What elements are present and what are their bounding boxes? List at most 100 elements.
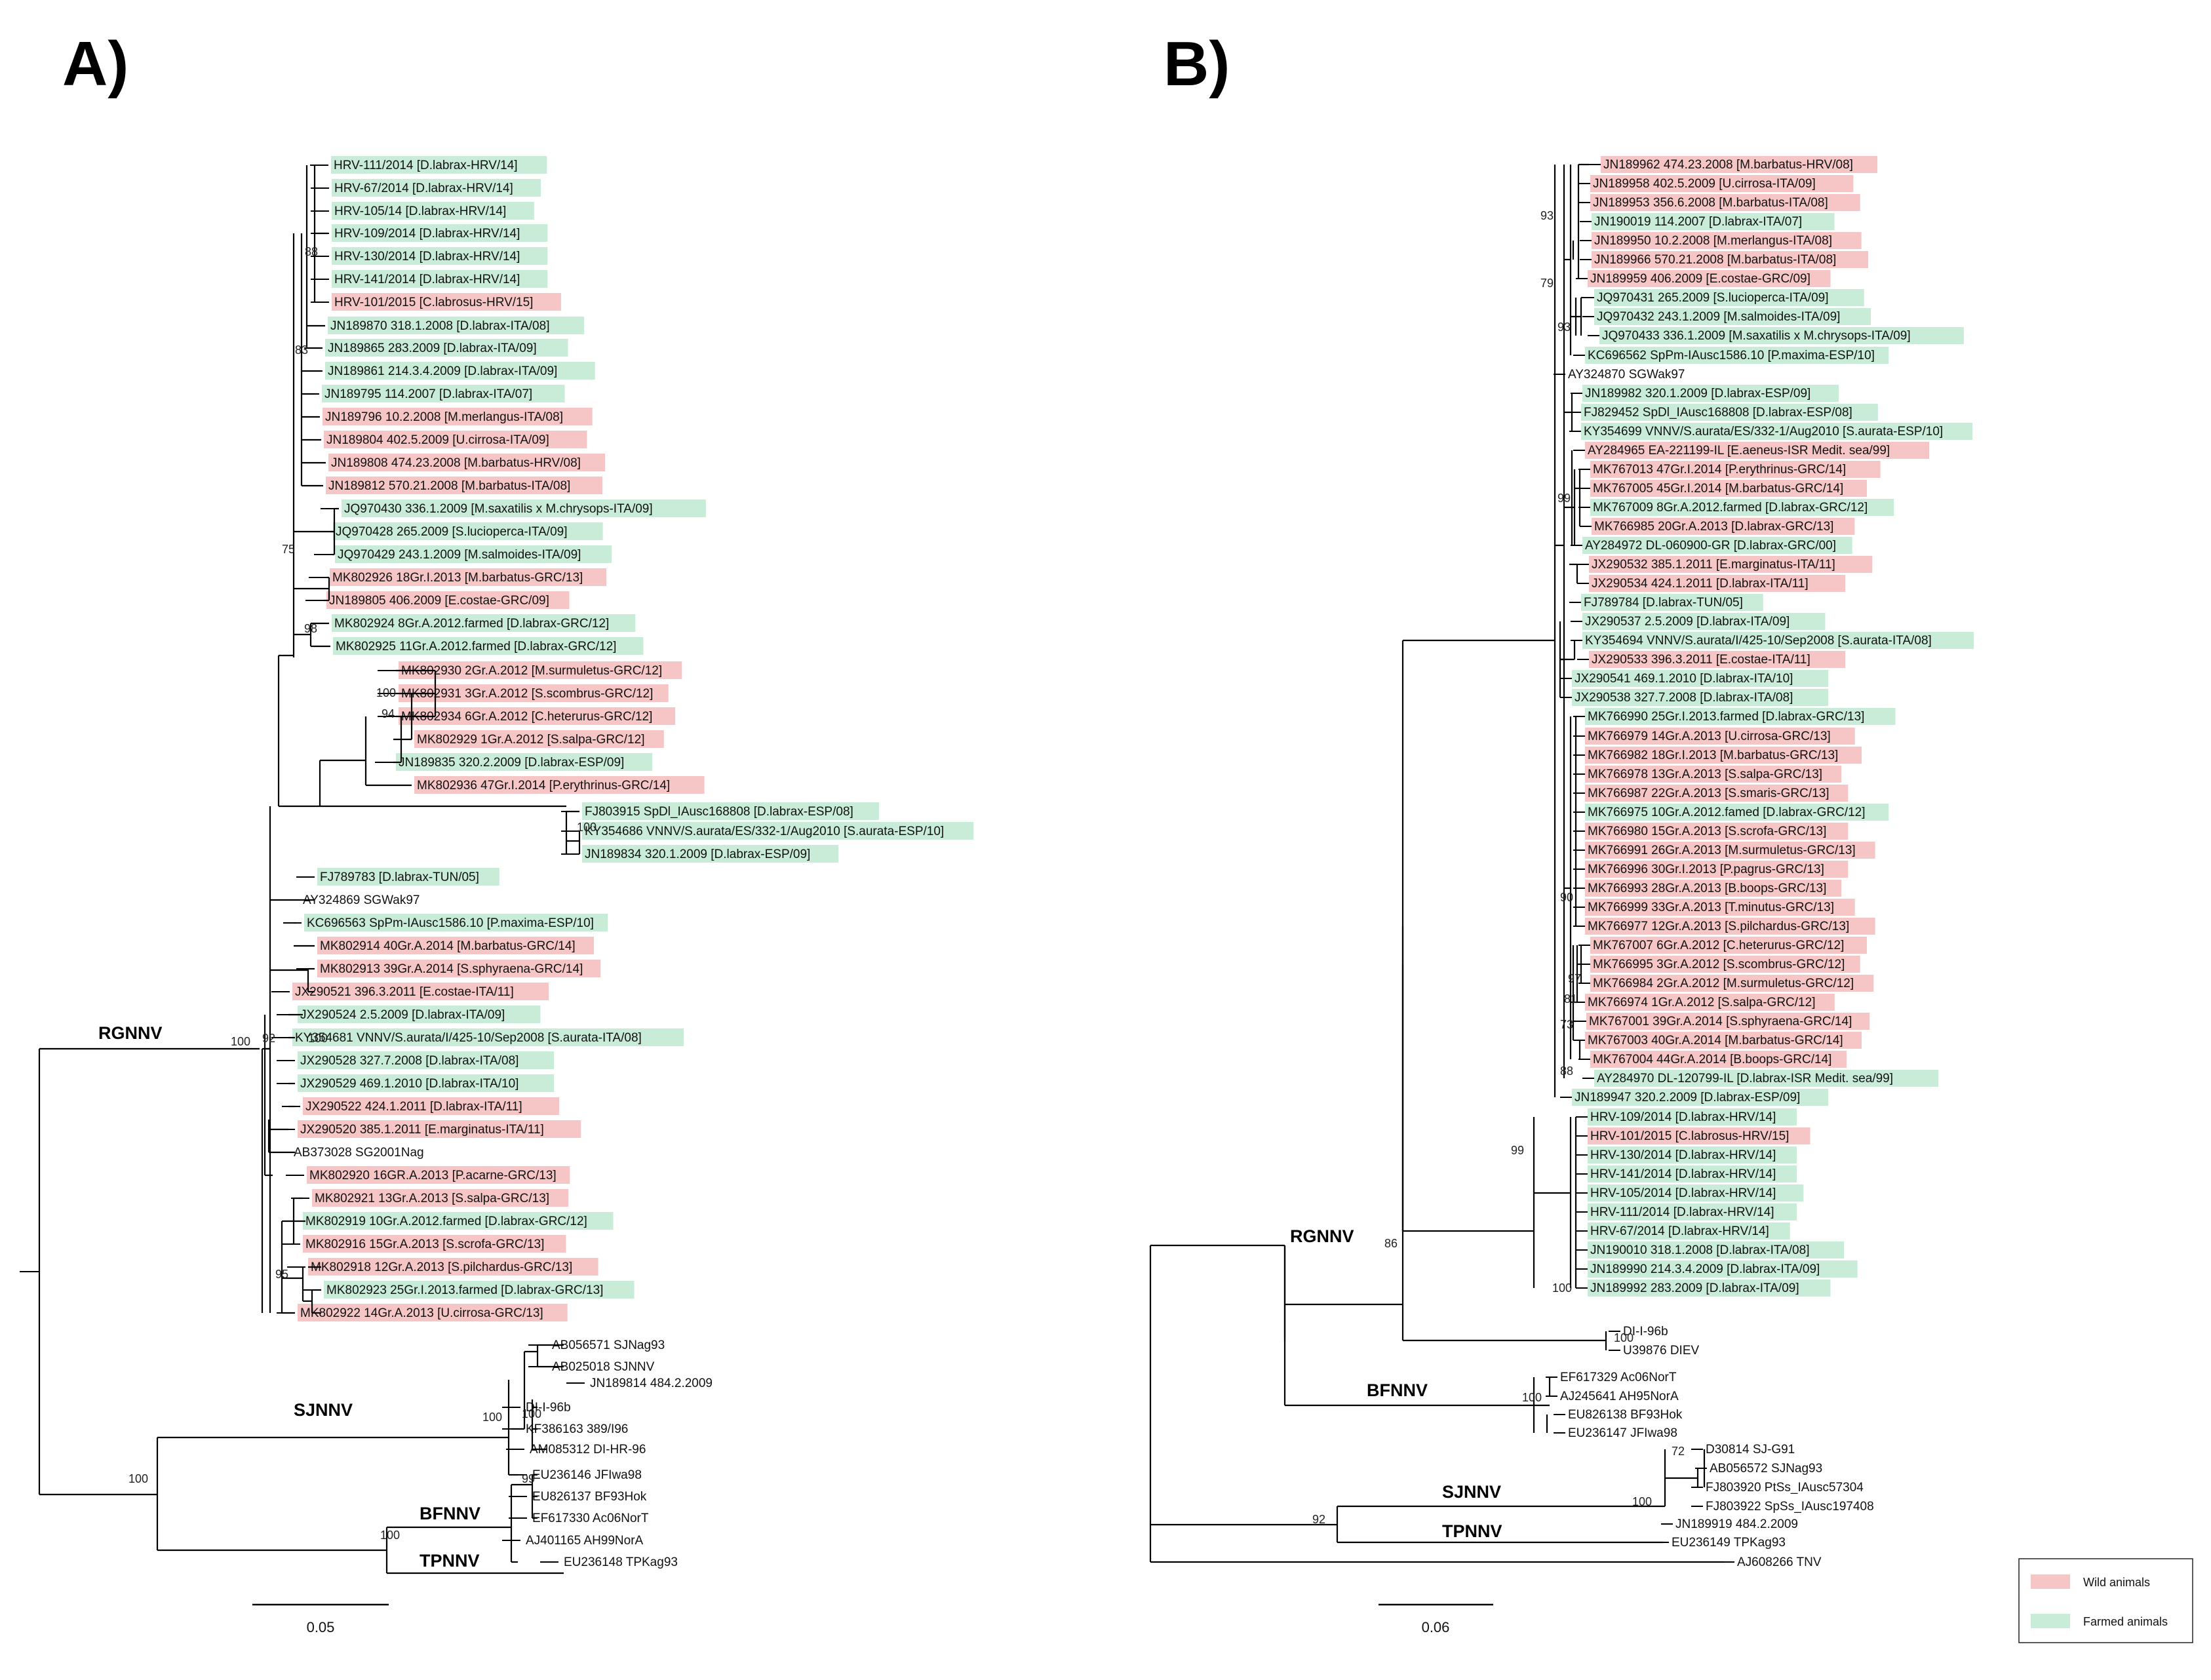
- leaf-label: JX290532 385.1.2011 [E.marginatus-ITA/11…: [1592, 558, 1835, 572]
- leaf-b: JX290538 327.7.2008 [D.labrax-ITA/08]: [1572, 689, 1829, 706]
- leaf-b: AY284970 DL-120799-IL [D.labrax-ISR Medi…: [1594, 1070, 1938, 1087]
- clade-label-b: RGNNV: [1290, 1226, 1354, 1246]
- leaf-highlight: [396, 753, 653, 771]
- clade-label-b: TPNNV: [1442, 1521, 1502, 1541]
- leaf-b: MK767003 40Gr.A.2014 [M.barbatus-GRC/14]: [1585, 1032, 1862, 1049]
- leaf-label: AB373028 SG2001Nag: [294, 1146, 424, 1160]
- leaf-highlight: [298, 1074, 555, 1092]
- leaf-b: JN189950 10.2.2008 [M.merlangus-ITA/08]: [1592, 232, 1862, 249]
- leaf-b: MK766979 14Gr.A.2013 [U.cirrosa-GRC/13]: [1585, 728, 1855, 745]
- leaf-highlight: [325, 362, 595, 380]
- leaf-a: KY354686 VNNV/S.aurata/ES/332-1/Aug2010 …: [561, 822, 974, 840]
- leaf-highlight: [1581, 594, 1763, 611]
- leaf-highlight: [324, 431, 587, 448]
- legend-farmed-swatch: [2031, 1614, 2070, 1628]
- leaf-b: JN190019 114.2007 [D.labrax-ITA/07]: [1592, 213, 1835, 230]
- leaf-label: MK766977 12Gr.A.2013 [S.pilchardus-GRC/1…: [1588, 920, 1849, 933]
- leaf-highlight: [1585, 785, 1849, 802]
- leaf-label: JN189835 320.2.2009 [D.labrax-ESP/09]: [399, 756, 624, 770]
- leaf-label: AJ608266 TNV: [1737, 1555, 1822, 1569]
- leaf-highlight: [325, 339, 568, 357]
- support-value-a: 100: [128, 1472, 148, 1485]
- leaf-label: JN189966 570.21.2008 [M.barbatus-ITA/08]: [1594, 253, 1836, 267]
- leaf-highlight: [399, 684, 669, 702]
- leaf-label: MK766975 10Gr.A.2012.famed [D.labrax-GRC…: [1588, 806, 1866, 819]
- leaf-highlight: [323, 408, 593, 425]
- leaf-label: MK766974 1Gr.A.2012 [S.salpa-GRC/12]: [1588, 996, 1815, 1009]
- leaf-b: JN189959 406.2009 [E.costae-GRC/09]: [1588, 270, 1831, 287]
- leaf-label: JX290528 327.7.2008 [D.labrax-ITA/08]: [300, 1054, 519, 1068]
- leaf-label: MK802934 6Gr.A.2012 [C.heterurus-GRC/12]: [401, 710, 652, 724]
- leaf-highlight: [303, 1097, 560, 1115]
- leaf-label: MK802930 2Gr.A.2012 [M.surmuletus-GRC/12…: [401, 664, 662, 678]
- leaf-b: HRV-109/2014 [D.labrax-HRV/14]: [1588, 1108, 1797, 1125]
- clade-label-a: BFNNV: [420, 1504, 480, 1523]
- leaf-a: MK802929 1Gr.A.2012 [S.salpa-GRC/12]: [393, 730, 664, 748]
- support-value-b: 92: [1312, 1513, 1325, 1526]
- leaf-highlight: [1582, 613, 1826, 630]
- leaf-a: FJ803915 SpDl_IAusc168808 [D.labrax-ESP/…: [561, 802, 879, 820]
- leaf-label: MK766999 33Gr.A.2013 [T.minutus-GRC/13]: [1588, 901, 1834, 914]
- leaf-label: HRV-67/2014 [D.labrax-HRV/14]: [334, 182, 513, 195]
- leaf-b: JN189962 474.23.2008 [M.barbatus-HRV/08]: [1601, 156, 1877, 173]
- leaf-highlight: [1585, 766, 1842, 783]
- clade-label-b: BFNNV: [1367, 1380, 1428, 1400]
- leaf-highlight: [582, 802, 879, 820]
- leaf-highlight: [1590, 956, 1860, 973]
- leaf-a: MK802918 12Gr.A.2013 [S.pilchardus-GRC/1…: [287, 1258, 598, 1276]
- leaf-label: HRV-111/2014 [D.labrax-HRV/14]: [334, 159, 518, 172]
- leaf-b: MK767001 39Gr.A.2014 [S.sphyraena-GRC/14…: [1586, 1013, 1870, 1030]
- leaf-a: JN189814 484.2.2009: [566, 1377, 713, 1390]
- leaf-label: JN190010 318.1.2008 [D.labrax-ITA/08]: [1590, 1243, 1809, 1257]
- leaf-b: KC696562 SpPm-IAusc1586.10 [P.maxima-ESP…: [1585, 347, 1889, 364]
- leaf-label: MK767001 39Gr.A.2014 [S.sphyraena-GRC/14…: [1589, 1015, 1852, 1028]
- leaf-highlight: [322, 385, 565, 402]
- leaf-a: MK802925 11Gr.A.2012.farmed [D.labrax-GR…: [312, 637, 644, 655]
- leaf-a: JX290520 385.1.2011 [E.marginatus-ITA/11…: [277, 1120, 581, 1138]
- leaf-b: MK766996 30Gr.I.2013 [P.pagrus-GRC/13]: [1585, 861, 1849, 878]
- leaf-highlight: [332, 202, 534, 220]
- leaf-b: FJ803920 PtSs_IAusc57304: [1706, 1481, 1864, 1494]
- support-value-b: 81: [1564, 992, 1577, 1006]
- leaf-label: AY284972 DL-060900-GR [D.labrax-GRC/00]: [1585, 539, 1836, 553]
- leaf-label: JQ970430 336.1.2009 [M.saxatilis x M.chr…: [344, 502, 653, 516]
- leaf-highlight: [414, 730, 664, 748]
- leaf-a: MK802930 2Gr.A.2012 [M.surmuletus-GRC/12…: [378, 661, 682, 679]
- leaf-label: MK766982 18Gr.I.2013 [M.barbatus-GRC/13]: [1588, 749, 1838, 762]
- leaf-b: U39876 DIEV: [1623, 1344, 1700, 1358]
- leaf-label: KC696563 SpPm-IAusc1586.10 [P.maxima-ESP…: [307, 916, 594, 930]
- leaf-b: MK766999 33Gr.A.2013 [T.minutus-GRC/13]: [1585, 899, 1855, 916]
- leaf-label: MK766995 3Gr.A.2012 [S.scombrus-GRC/12]: [1593, 958, 1845, 971]
- leaf-highlight: [1594, 289, 1864, 306]
- leaf-label: AB056572 SJNag93: [1710, 1462, 1822, 1475]
- leaf-b: HRV-130/2014 [D.labrax-HRV/14]: [1588, 1146, 1797, 1163]
- leaf-b: MK766977 12Gr.A.2013 [S.pilchardus-GRC/1…: [1585, 918, 1875, 935]
- leaf-label: MK766991 26Gr.A.2013 [M.surmuletus-GRC/1…: [1588, 844, 1856, 857]
- leaf-label: HRV-109/2014 [D.labrax-HRV/14]: [334, 227, 520, 241]
- leaf-highlight: [326, 477, 602, 494]
- leaf-b: JX290541 469.1.2010 [D.labrax-ITA/10]: [1572, 670, 1829, 687]
- leaf-highlight: [1582, 537, 1852, 554]
- leaf-a: JN189804 402.5.2009 [U.cirrosa-ITA/09]: [303, 431, 587, 448]
- leaf-highlight: [332, 293, 561, 311]
- leaf-b: JX290534 424.1.2011 [D.labrax-ITA/11]: [1589, 575, 1846, 592]
- leaf-highlight: [1581, 404, 1878, 421]
- leaf-label: MK802923 25Gr.I.2013.farmed [D.labrax-GR…: [326, 1283, 603, 1297]
- leaf-label: JN189992 283.2009 [D.labrax-ITA/09]: [1590, 1281, 1799, 1295]
- leaf-label: MK767009 8Gr.A.2012.farmed [D.labrax-GRC…: [1593, 501, 1868, 515]
- leaf-highlight: [582, 822, 974, 840]
- leaf-b: MK766978 13Gr.A.2013 [S.salpa-GRC/13]: [1585, 766, 1842, 783]
- leaf-b: MK767005 45Gr.I.2014 [M.barbatus-GRC/14]: [1590, 480, 1867, 497]
- leaf-a: JX290524 2.5.2009 [D.labrax-ITA/09]: [277, 1006, 541, 1023]
- leaf-label: DI-I-96b: [1623, 1325, 1668, 1338]
- leaf-a: JN189870 318.1.2008 [D.labrax-ITA/08]: [307, 317, 585, 334]
- leaf-label: AM085312 DI-HR-96: [530, 1443, 646, 1456]
- leaf-label: JX290522 424.1.2011 [D.labrax-ITA/11]: [305, 1100, 522, 1114]
- leaf-label: MK802913 39Gr.A.2014 [S.sphyraena-GRC/14…: [320, 962, 583, 976]
- leaf-label: JQ970433 336.1.2009 [M.saxatilis x M.chr…: [1602, 329, 1911, 343]
- leaf-a: MK802934 6Gr.A.2012 [C.heterurus-GRC/12]: [378, 707, 675, 725]
- scale-label-b: 0.06: [1422, 1619, 1450, 1635]
- leaf-label: MK766978 13Gr.A.2013 [S.salpa-GRC/13]: [1588, 768, 1822, 781]
- leaf-label: JX290521 396.3.2011 [E.costae-ITA/11]: [295, 985, 514, 999]
- leaf-b: FJ803922 SpSs_IAusc197408: [1706, 1500, 1874, 1514]
